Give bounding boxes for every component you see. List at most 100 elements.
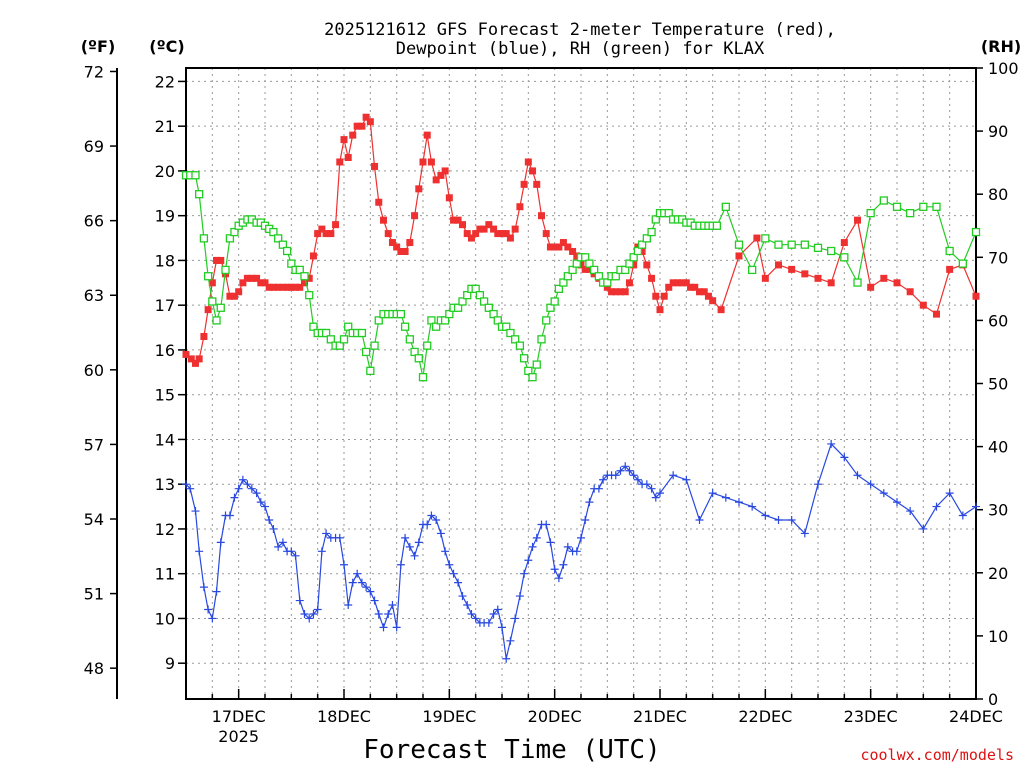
- temperature-point: [420, 158, 427, 165]
- rh-point: [213, 317, 220, 324]
- dewpoint-point: [880, 489, 888, 497]
- rh-point: [973, 229, 980, 236]
- series-temperature: [183, 114, 980, 367]
- temperature-point: [529, 167, 536, 174]
- temperature-point: [196, 355, 203, 362]
- x-tick-label: 20DEC: [528, 707, 582, 726]
- temperature-point: [521, 181, 528, 188]
- rh-point: [284, 247, 291, 254]
- rh-point: [543, 317, 550, 324]
- temperature-point: [543, 230, 550, 237]
- rh-point: [815, 244, 822, 251]
- dewpoint-point: [585, 498, 593, 506]
- rh-point: [196, 191, 203, 198]
- dewpoint-point: [919, 525, 927, 533]
- temperature-point: [626, 279, 633, 286]
- temperature-point: [385, 230, 392, 237]
- temperature-point: [775, 261, 782, 268]
- temperature-point: [516, 203, 523, 210]
- dewpoint-point: [595, 485, 603, 493]
- x-axis-title: Forecast Time (UTC): [363, 735, 660, 765]
- dewpoint-point: [375, 610, 383, 618]
- dewpoint-point: [516, 592, 524, 600]
- gridlines: [186, 68, 976, 699]
- temperature-point: [402, 248, 409, 255]
- temperature-point: [648, 275, 655, 282]
- rh-point: [209, 298, 216, 305]
- temperature-point: [327, 230, 334, 237]
- temperature-point: [718, 306, 725, 313]
- temperature-point: [525, 158, 532, 165]
- plot-frame: [186, 68, 976, 699]
- celsius-tick-label: 20: [155, 162, 175, 181]
- dewpoint-point: [401, 534, 409, 542]
- x-tick-label: 17DEC: [212, 707, 266, 726]
- fahrenheit-tick-label: 54: [84, 510, 104, 529]
- dewpoint-point: [230, 494, 238, 502]
- temperature-point: [920, 302, 927, 309]
- temperature-point: [907, 288, 914, 295]
- dewpoint-point: [296, 597, 304, 605]
- dewpoint-point: [235, 485, 243, 493]
- dewpoint-point: [577, 534, 585, 542]
- dewpoint-point: [709, 489, 717, 497]
- dewpoint-point: [573, 547, 581, 555]
- dewpoint-point: [555, 574, 563, 582]
- dewpoint-point: [546, 538, 554, 546]
- dewpoint-point: [454, 579, 462, 587]
- rh-tick-label: 50: [988, 375, 1008, 394]
- dewpoint-point: [353, 570, 361, 578]
- rh-point: [736, 241, 743, 248]
- dewpoint-point: [761, 512, 769, 520]
- fahrenheit-tick-label: 66: [84, 212, 104, 231]
- dewpoint-point: [502, 655, 510, 663]
- rh-point: [367, 367, 374, 374]
- dewpoint-point: [529, 543, 537, 551]
- dewpoint-point: [854, 471, 862, 479]
- temperature-point: [894, 279, 901, 286]
- temperature-point: [235, 288, 242, 295]
- celsius-tick-label: 18: [155, 251, 175, 270]
- dewpoint-point: [511, 614, 519, 622]
- rh-point: [363, 348, 370, 355]
- dewpoint-point: [551, 565, 559, 573]
- rh-point: [722, 203, 729, 210]
- temperature-point: [788, 266, 795, 273]
- dewpoint-point: [371, 597, 379, 605]
- dewpoint-point: [722, 494, 730, 502]
- temperature-point: [622, 288, 629, 295]
- rh-point: [920, 203, 927, 210]
- dewpoint-point: [959, 512, 967, 520]
- temperature-point: [411, 212, 418, 219]
- dewpoint-point: [542, 520, 550, 528]
- dewpoint-point: [867, 480, 875, 488]
- celsius-tick-label: 19: [155, 207, 175, 226]
- temperature-point: [406, 239, 413, 246]
- rh-point: [192, 172, 199, 179]
- rh-tick-label: 100: [988, 59, 1019, 78]
- rh-point: [801, 241, 808, 248]
- rh-point: [521, 355, 528, 362]
- celsius-tick-label: 10: [155, 609, 175, 628]
- rh-point: [529, 374, 536, 381]
- rh-point: [775, 241, 782, 248]
- dewpoint-point: [506, 637, 514, 645]
- dewpoint-point: [520, 570, 528, 578]
- credit-text: coolwx.com/models: [860, 746, 1014, 764]
- rh-point: [762, 235, 769, 242]
- rh-point: [301, 273, 308, 280]
- celsius-tick-label: 14: [155, 430, 175, 449]
- rh-tick-label: 10: [988, 627, 1008, 646]
- temperature-point: [336, 158, 343, 165]
- x-tick-label: 19DEC: [422, 707, 476, 726]
- series-rh: [183, 172, 980, 381]
- dewpoint-point: [265, 516, 273, 524]
- temperature-point: [371, 163, 378, 170]
- temperature-point: [205, 306, 212, 313]
- series-dewpoint: [182, 440, 980, 663]
- temperature-point: [442, 167, 449, 174]
- temperature-point: [841, 239, 848, 246]
- dewpoint-point: [893, 498, 901, 506]
- dewpoint-point: [682, 476, 690, 484]
- dewpoint-point: [226, 512, 234, 520]
